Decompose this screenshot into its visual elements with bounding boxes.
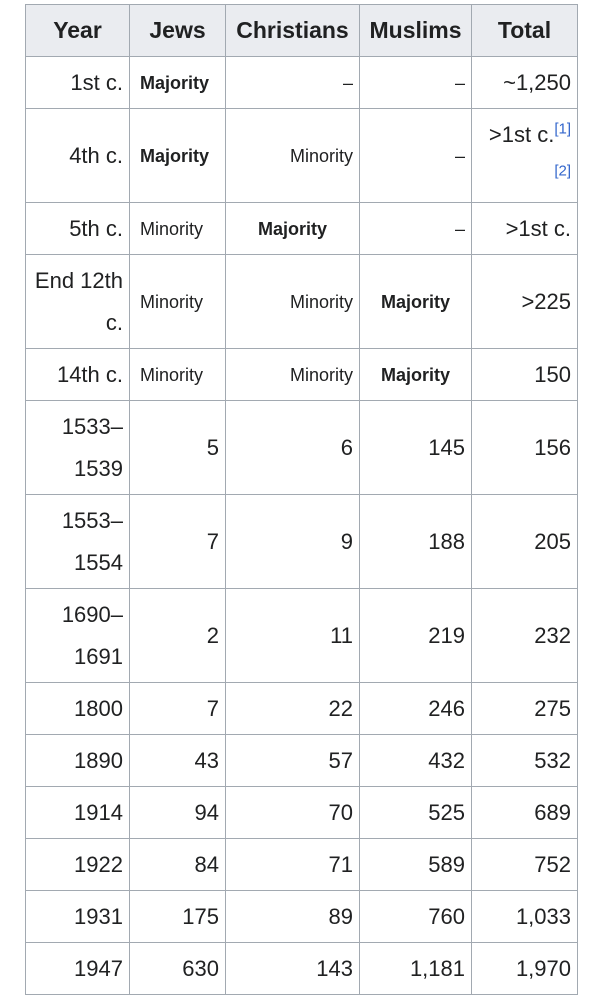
christians-cell: 70 xyxy=(225,786,360,839)
table-row: 1914 94 70 525 689 xyxy=(25,786,578,839)
total-cell: >1st c. xyxy=(471,202,578,255)
year-cell: 1st c. xyxy=(25,56,130,109)
total-cell: 752 xyxy=(471,838,578,891)
header-jews[interactable]: Jews xyxy=(129,4,226,57)
jews-cell: 84 xyxy=(129,838,226,891)
muslims-cell: Majority xyxy=(359,254,472,349)
table-row: 1890 43 57 432 532 xyxy=(25,734,578,787)
jews-cell: 630 xyxy=(129,942,226,995)
muslims-cell: 432 xyxy=(359,734,472,787)
total-cell: 150 xyxy=(471,348,578,401)
table-row: 1st c. Majority – – ~1,250 xyxy=(25,56,578,109)
jews-cell: 7 xyxy=(129,494,226,589)
year-cell: 5th c. xyxy=(25,202,130,255)
header-total[interactable]: Total xyxy=(471,4,578,57)
muslims-cell: 1,181 xyxy=(359,942,472,995)
table-row: 1922 84 71 589 752 xyxy=(25,838,578,891)
christians-cell: Majority xyxy=(225,202,360,255)
table-row: 1553–1554 7 9 188 205 xyxy=(25,494,578,589)
jews-cell: Majority xyxy=(129,108,226,203)
year-cell: 1890 xyxy=(25,734,130,787)
year-cell: 1914 xyxy=(25,786,130,839)
header-year[interactable]: Year xyxy=(25,4,130,57)
table-row: 1800 7 22 246 275 xyxy=(25,682,578,735)
christians-cell: 89 xyxy=(225,890,360,943)
year-cell: 1533–1539 xyxy=(25,400,130,495)
total-cell: 156 xyxy=(471,400,578,495)
jews-cell: Minority xyxy=(129,202,226,255)
year-cell: 4th c. xyxy=(25,108,130,203)
year-cell: End 12th c. xyxy=(25,254,130,349)
christians-cell: 11 xyxy=(225,588,360,683)
jews-cell: 5 xyxy=(129,400,226,495)
total-cell: 275 xyxy=(471,682,578,735)
population-table: Year Jews Christians Muslims Total 1st c… xyxy=(25,4,578,995)
jews-cell: 7 xyxy=(129,682,226,735)
muslims-cell: 219 xyxy=(359,588,472,683)
muslims-cell: 589 xyxy=(359,838,472,891)
jews-cell: 2 xyxy=(129,588,226,683)
header-row: Year Jews Christians Muslims Total xyxy=(25,4,578,57)
christians-cell: 22 xyxy=(225,682,360,735)
total-cell: 232 xyxy=(471,588,578,683)
year-cell: 1922 xyxy=(25,838,130,891)
christians-cell: 143 xyxy=(225,942,360,995)
table-row: 5th c. Minority Majority – >1st c. xyxy=(25,202,578,255)
muslims-cell: 760 xyxy=(359,890,472,943)
jews-cell: Minority xyxy=(129,348,226,401)
total-cell: 689 xyxy=(471,786,578,839)
christians-cell: Minority xyxy=(225,108,360,203)
christians-cell: 71 xyxy=(225,838,360,891)
year-cell: 14th c. xyxy=(25,348,130,401)
muslims-cell: 525 xyxy=(359,786,472,839)
muslims-cell: – xyxy=(359,108,472,203)
total-cell: >225 xyxy=(471,254,578,349)
table-row: End 12th c. Minority Minority Majority >… xyxy=(25,254,578,349)
muslims-cell: – xyxy=(359,56,472,109)
muslims-cell: 188 xyxy=(359,494,472,589)
jews-cell: 175 xyxy=(129,890,226,943)
jews-cell: 43 xyxy=(129,734,226,787)
christians-cell: 9 xyxy=(225,494,360,589)
table-row: 1690–1691 2 11 219 232 xyxy=(25,588,578,683)
christians-cell: Minority xyxy=(225,348,360,401)
table-row: 1947 630 143 1,181 1,970 xyxy=(25,942,578,995)
muslims-cell: 246 xyxy=(359,682,472,735)
reference-link[interactable]: [1][2] xyxy=(554,120,571,180)
total-cell: 1,033 xyxy=(471,890,578,943)
christians-cell: 6 xyxy=(225,400,360,495)
total-value: >1st c. xyxy=(488,121,555,147)
total-cell: >1st c.[1][2] xyxy=(471,108,578,203)
jews-cell: 94 xyxy=(129,786,226,839)
table-row: 1931 175 89 760 1,033 xyxy=(25,890,578,943)
table-row: 4th c. Majority Minority – >1st c.[1][2] xyxy=(25,108,578,203)
table-row: 1533–1539 5 6 145 156 xyxy=(25,400,578,495)
year-cell: 1690–1691 xyxy=(25,588,130,683)
total-cell: 532 xyxy=(471,734,578,787)
year-cell: 1553–1554 xyxy=(25,494,130,589)
year-cell: 1800 xyxy=(25,682,130,735)
table-row: 14th c. Minority Minority Majority 150 xyxy=(25,348,578,401)
total-cell: 1,970 xyxy=(471,942,578,995)
total-cell: ~1,250 xyxy=(471,56,578,109)
jews-cell: Minority xyxy=(129,254,226,349)
christians-cell: Minority xyxy=(225,254,360,349)
muslims-cell: – xyxy=(359,202,472,255)
christians-cell: – xyxy=(225,56,360,109)
jews-cell: Majority xyxy=(129,56,226,109)
header-muslims[interactable]: Muslims xyxy=(359,4,472,57)
year-cell: 1931 xyxy=(25,890,130,943)
header-christians[interactable]: Christians xyxy=(225,4,360,57)
total-cell: 205 xyxy=(471,494,578,589)
muslims-cell: 145 xyxy=(359,400,472,495)
christians-cell: 57 xyxy=(225,734,360,787)
muslims-cell: Majority xyxy=(359,348,472,401)
year-cell: 1947 xyxy=(25,942,130,995)
